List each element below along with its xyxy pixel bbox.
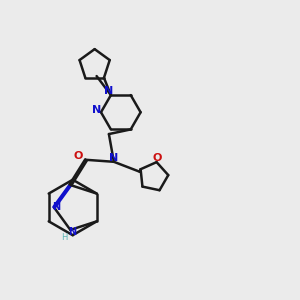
- Text: N: N: [52, 202, 60, 212]
- Text: H: H: [61, 233, 68, 242]
- Text: N: N: [109, 153, 119, 163]
- Text: O: O: [153, 153, 162, 163]
- Text: N: N: [104, 86, 113, 96]
- Text: N: N: [92, 105, 102, 115]
- Text: N: N: [68, 227, 76, 237]
- Text: O: O: [74, 151, 83, 161]
